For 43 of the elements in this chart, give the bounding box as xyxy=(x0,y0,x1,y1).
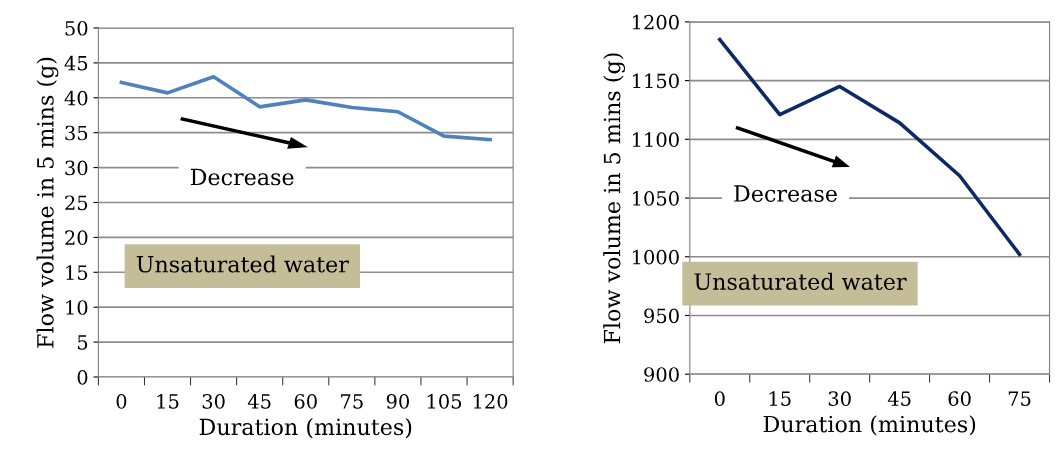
x-tick-label: 0 xyxy=(714,391,725,406)
y-axis-title: Flow volume in 5 mins (g) xyxy=(36,57,59,348)
x-tick-label: 105 xyxy=(427,394,462,409)
x-tick-label: 45 xyxy=(247,394,271,409)
y-tick-label: 40 xyxy=(64,90,88,106)
y-tick-label: 45 xyxy=(64,55,88,71)
y-tick-label: 950 xyxy=(644,308,679,324)
y-tick-label: 900 xyxy=(644,367,679,382)
x-tick-label: 60 xyxy=(294,394,317,409)
y-axis-title: Flow volume in 5 mins (g) xyxy=(603,53,626,344)
y-tick-label: 1200 xyxy=(632,14,679,30)
y-tick-label: 1150 xyxy=(632,73,679,89)
x-tick-label: 45 xyxy=(887,391,911,406)
y-tick-label: 20 xyxy=(65,230,88,246)
x-axis-title: Duration (minutes) xyxy=(199,418,412,439)
line-series xyxy=(119,75,492,142)
y-tick-label: 1100 xyxy=(632,132,679,147)
x-tick-label: 30 xyxy=(828,391,851,406)
y-tick-label: 5 xyxy=(77,335,88,350)
x-tick-label: 15 xyxy=(157,394,179,409)
annotation: Decrease xyxy=(190,168,294,186)
x-tick-label: 75 xyxy=(341,394,363,409)
x-tick-label: 15 xyxy=(769,391,791,406)
y-tick-label: 50 xyxy=(65,20,88,36)
x-tick-label: 30 xyxy=(202,394,225,409)
y-tick-label: 1000 xyxy=(632,249,679,265)
y-tick-label: 35 xyxy=(65,125,88,141)
x-tick-label: 75 xyxy=(1008,391,1031,406)
y-tick-label: 10 xyxy=(66,300,88,315)
annotation: Unsaturated water xyxy=(694,272,907,290)
x-tick-label: 90 xyxy=(386,394,410,409)
x-tick-label: 120 xyxy=(473,394,508,409)
line-series xyxy=(717,37,1022,257)
y-tick-label: 15 xyxy=(66,265,88,280)
y-tick-label: 0 xyxy=(77,369,88,385)
y-tick-label: 1050 xyxy=(632,191,679,206)
annotation: Decrease xyxy=(734,185,837,202)
annotation: Unsaturated water xyxy=(136,255,349,273)
y-tick-label: 25 xyxy=(65,195,88,211)
x-tick-label: 0 xyxy=(116,394,127,409)
x-tick-label: 60 xyxy=(948,391,971,406)
x-axis-title: Duration (minutes) xyxy=(763,415,976,436)
y-tick-label: 30 xyxy=(65,160,88,176)
